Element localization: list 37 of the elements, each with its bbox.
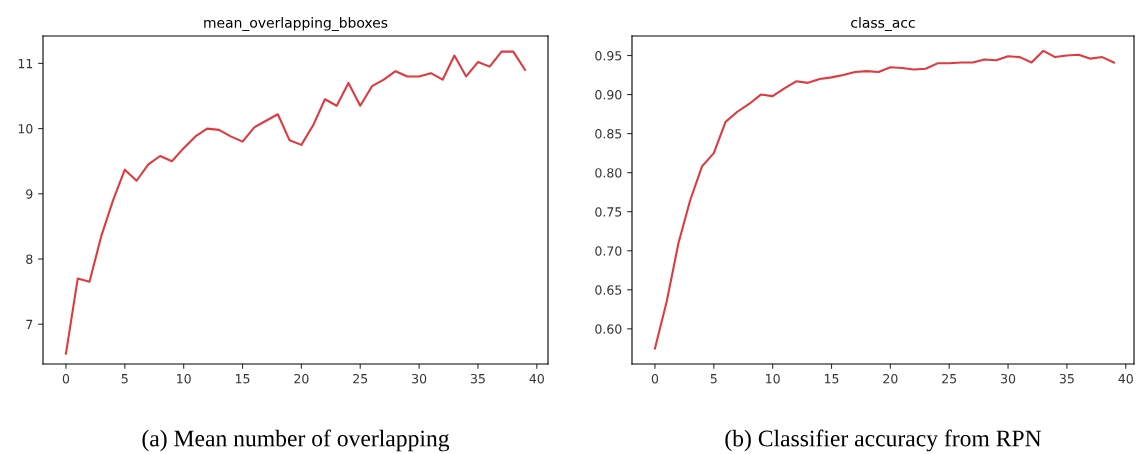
- y-tick-label: 10: [18, 124, 33, 134]
- y-tick-label: 0.90: [595, 90, 622, 100]
- text: (a) Mean number of overlapping: [142, 429, 450, 452]
- y-tick-label: 0.65: [595, 285, 622, 295]
- x-tick-label: 35: [1059, 373, 1074, 384]
- x-tick-label: 40: [1118, 373, 1133, 384]
- x-tick-label: 0: [651, 373, 659, 384]
- x-tick-label: 5: [710, 374, 717, 384]
- x-tick-label: 10: [177, 373, 191, 384]
- x-tick-label: 15: [824, 374, 839, 384]
- x-tick-label: 15: [235, 374, 250, 384]
- x-tick-label: 25: [942, 373, 957, 384]
- x-tick-label: 20: [294, 373, 309, 384]
- x-tick-label: 40: [529, 373, 544, 384]
- y-tick-label: 0.75: [595, 207, 622, 217]
- y-tick-label: 0.85: [595, 129, 622, 139]
- x-tick-label: 5: [121, 374, 128, 384]
- x-tick-label: 0: [62, 373, 70, 384]
- y-tick-label: 0.60: [595, 324, 622, 334]
- y-tick-label: 9: [26, 189, 33, 199]
- x-tick-label: 30: [1001, 373, 1016, 384]
- x-tick-label: 30: [412, 373, 427, 384]
- chart-title: mean_overlapping_bboxes: [204, 17, 388, 31]
- x-tick-label: 25: [353, 373, 368, 384]
- line-series: [64, 50, 527, 355]
- x-tick-label: 10: [766, 373, 780, 384]
- line-series: [653, 49, 1116, 350]
- y-tick-label: 0.70: [595, 246, 622, 256]
- y-tick-label: 8: [26, 254, 33, 264]
- x-tick-label: 35: [470, 373, 485, 384]
- text: (b) Classifier accuracy from RPN: [725, 429, 1042, 452]
- chart-title: class_acc: [851, 17, 915, 31]
- y-tick-label: 11: [18, 59, 33, 69]
- y-tick-label: 7: [26, 319, 33, 329]
- x-tick-label: 20: [883, 373, 898, 384]
- y-tick-label: 0.95: [595, 51, 622, 61]
- y-tick-label: 0.80: [595, 168, 622, 178]
